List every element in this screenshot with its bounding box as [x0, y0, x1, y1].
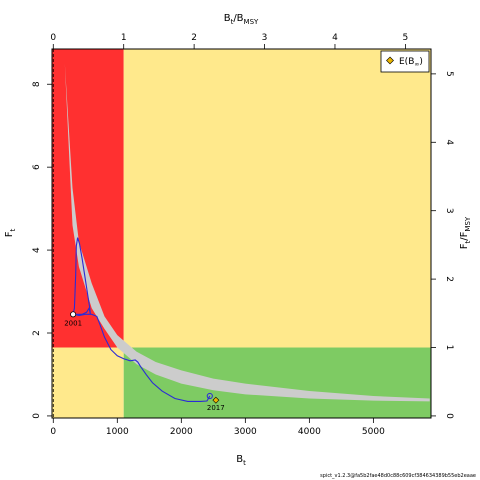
plot-frame — [51, 48, 432, 419]
left-tick-label: 0 — [32, 413, 42, 419]
top-axis-title: Bt/BMSY — [224, 13, 259, 26]
legend-box — [380, 50, 430, 73]
top-tick-label: 4 — [332, 33, 338, 43]
top-tick-label: 0 — [50, 33, 56, 43]
right-tick-label: 3 — [444, 208, 454, 214]
right-axis-title: Ft/FMSY — [459, 216, 472, 249]
start-year-label: 2001 — [64, 319, 82, 327]
bottom-tick-label: 1000 — [106, 427, 129, 437]
end-year-point — [206, 392, 213, 400]
start-year-point — [70, 311, 77, 318]
left-axis-title: Ft — [4, 228, 17, 237]
right-tick-label: 1 — [444, 345, 454, 351]
bottom-axis: 0 1000 2000 3000 4000 5000 — [50, 418, 385, 437]
bottom-tick-label: 3000 — [234, 427, 257, 437]
bottom-axis-title: Bt — [236, 454, 246, 467]
right-axis: 0 1 2 3 4 5 — [431, 71, 454, 419]
right-tick-label: 5 — [444, 71, 454, 77]
overfished-zone — [52, 347, 124, 418]
bottom-tick-label: 2000 — [170, 427, 193, 437]
end-year-label: 2017 — [207, 404, 225, 412]
right-tick-label: 2 — [444, 276, 454, 282]
legend-label: E(B∞) — [399, 57, 423, 68]
left-tick-label: 4 — [32, 247, 42, 253]
trajectory-line — [72, 237, 211, 402]
bottom-tick-label: 5000 — [362, 427, 385, 437]
left-tick-label: 6 — [32, 164, 42, 170]
version-footer: spict_v1.2.3@fa5b2fae48d0c88c609cf384634… — [320, 473, 476, 479]
legend: E(B∞) — [380, 50, 430, 73]
top-tick-label: 2 — [191, 33, 197, 43]
top-tick-label: 3 — [262, 33, 268, 43]
left-axis: 0 2 4 6 8 — [32, 81, 52, 419]
sustainable-zone — [123, 347, 431, 418]
bottom-tick-label: 4000 — [298, 427, 321, 437]
top-axis: 0 1 2 3 4 5 — [50, 33, 408, 49]
right-tick-label: 4 — [444, 139, 454, 145]
right-tick-label: 0 — [444, 413, 454, 419]
left-tick-label: 8 — [32, 81, 42, 87]
overfishing-zone — [123, 49, 431, 348]
top-tick-label: 5 — [403, 33, 409, 43]
top-tick-label: 1 — [121, 33, 127, 43]
legend-diamond-icon — [386, 56, 394, 65]
left-tick-label: 2 — [32, 330, 42, 336]
bottom-tick-label: 0 — [50, 427, 56, 437]
expected-equilibrium-point — [212, 396, 220, 404]
overfished-overfishing-zone — [52, 49, 124, 348]
